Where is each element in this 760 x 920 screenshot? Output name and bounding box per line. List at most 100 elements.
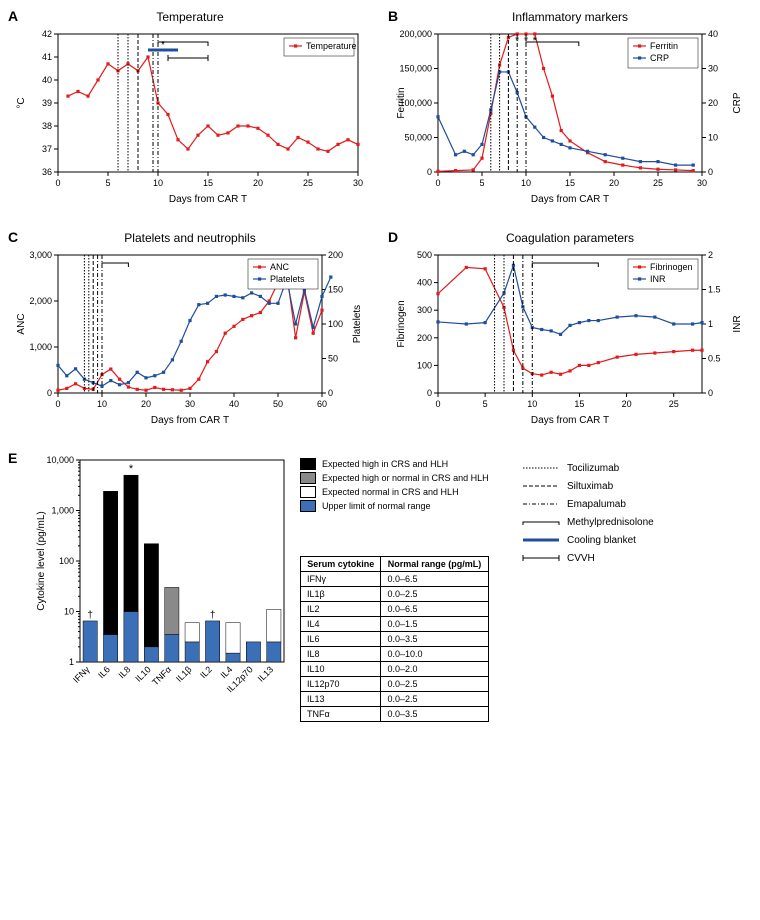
svg-text:0: 0	[55, 178, 60, 188]
panel-c: C Platelets and neutrophils 010203040506…	[10, 231, 370, 432]
svg-text:42: 42	[42, 29, 52, 39]
svg-text:CRP: CRP	[732, 92, 743, 113]
svg-text:Platelets: Platelets	[270, 274, 305, 284]
svg-text:Days from CAR T: Days from CAR T	[531, 194, 609, 205]
svg-text:Emapalumab: Emapalumab	[567, 499, 626, 510]
svg-text:*: *	[161, 40, 165, 51]
svg-text:10: 10	[527, 399, 537, 409]
panel-b-label: B	[388, 8, 398, 24]
legend-item: Upper limit of normal range	[300, 500, 489, 512]
svg-text:15: 15	[203, 178, 213, 188]
svg-text:Days from CAR T: Days from CAR T	[531, 415, 609, 426]
svg-text:Tocilizumab: Tocilizumab	[567, 463, 620, 474]
svg-text:Siltuximab: Siltuximab	[567, 481, 614, 492]
svg-text:0: 0	[708, 167, 713, 177]
svg-text:200,000: 200,000	[399, 29, 432, 39]
svg-text:IL13: IL13	[256, 664, 275, 683]
panel-e-legend: Expected high in CRS and HLH Expected hig…	[300, 458, 489, 514]
svg-text:200: 200	[328, 250, 343, 260]
row-3: E 1101001,00010,000Cytokine level (pg/mL…	[10, 452, 750, 722]
svg-text:10,000: 10,000	[46, 455, 74, 465]
table-row: TNFα0.0–3.5	[301, 707, 489, 722]
svg-text:Methylprednisolone: Methylprednisolone	[567, 517, 654, 528]
svg-text:2: 2	[708, 250, 713, 260]
svg-text:10: 10	[708, 133, 718, 143]
svg-text:37: 37	[42, 144, 52, 154]
svg-text:†: †	[210, 610, 216, 621]
table-row: IL100.0–2.0	[301, 662, 489, 677]
svg-text:25: 25	[653, 178, 663, 188]
svg-text:Ferritin: Ferritin	[396, 87, 407, 118]
svg-text:10: 10	[97, 399, 107, 409]
svg-text:10: 10	[153, 178, 163, 188]
svg-text:20: 20	[609, 178, 619, 188]
svg-text:1: 1	[69, 657, 74, 667]
legend-item: Expected high or normal in CRS and HLH	[300, 472, 489, 484]
svg-text:5: 5	[479, 178, 484, 188]
svg-text:300: 300	[417, 305, 432, 315]
svg-text:IL6: IL6	[96, 664, 112, 680]
svg-text:0: 0	[708, 388, 713, 398]
panel-e-chart: 1101001,00010,000Cytokine level (pg/mL)I…	[30, 452, 290, 712]
svg-text:10: 10	[64, 607, 74, 617]
svg-text:INR: INR	[732, 315, 743, 332]
svg-text:Days from CAR T: Days from CAR T	[169, 194, 247, 205]
svg-text:IFNγ: IFNγ	[71, 664, 92, 685]
legend-item: Expected normal in CRS and HLH	[300, 486, 489, 498]
svg-text:ANC: ANC	[16, 313, 27, 334]
panel-d-chart: 0510152025Days from CAR T010020030040050…	[390, 249, 750, 429]
svg-text:40: 40	[229, 399, 239, 409]
svg-text:†: †	[87, 610, 93, 621]
svg-text:0: 0	[427, 388, 432, 398]
row-2: C Platelets and neutrophils 010203040506…	[10, 231, 750, 432]
svg-text:TNFα: TNFα	[150, 664, 173, 687]
svg-text:38: 38	[42, 121, 52, 131]
legend-item: Expected high in CRS and HLH	[300, 458, 489, 470]
svg-text:25: 25	[669, 399, 679, 409]
svg-text:50: 50	[273, 399, 283, 409]
svg-text:200: 200	[417, 333, 432, 343]
table-row: IL80.0–10.0	[301, 647, 489, 662]
svg-text:100: 100	[59, 556, 74, 566]
panel-a: A Temperature 051015202530Days from CAR …	[10, 10, 370, 211]
svg-text:15: 15	[574, 399, 584, 409]
svg-text:20: 20	[141, 399, 151, 409]
svg-text:41: 41	[42, 52, 52, 62]
svg-text:150: 150	[328, 285, 343, 295]
panel-d: D Coagulation parameters 0510152025Days …	[390, 231, 750, 432]
svg-text:50: 50	[328, 354, 338, 364]
svg-text:Ferritin: Ferritin	[650, 41, 678, 51]
svg-text:150,000: 150,000	[399, 64, 432, 74]
row-1: A Temperature 051015202530Days from CAR …	[10, 10, 750, 211]
table-row: IFNγ0.0–6.5	[301, 572, 489, 587]
panel-c-chart: 0102030405060Days from CAR T01,0002,0003…	[10, 249, 370, 429]
svg-text:CRP: CRP	[650, 53, 669, 63]
svg-text:30: 30	[353, 178, 363, 188]
panel-e: E 1101001,00010,000Cytokine level (pg/mL…	[10, 452, 750, 722]
cytokine-table: Serum cytokineNormal range (pg/mL)IFNγ0.…	[300, 556, 489, 722]
svg-text:*: *	[533, 35, 538, 47]
svg-text:INR: INR	[650, 274, 666, 284]
svg-text:Platelets: Platelets	[352, 305, 363, 343]
svg-text:0: 0	[427, 167, 432, 177]
panel-c-label: C	[8, 229, 18, 245]
svg-text:IL2: IL2	[198, 664, 214, 680]
svg-text:Days from CAR T: Days from CAR T	[151, 415, 229, 426]
table-row: IL60.0–3.5	[301, 632, 489, 647]
svg-text:25: 25	[303, 178, 313, 188]
svg-text:0: 0	[435, 399, 440, 409]
svg-text:Fibrinogen: Fibrinogen	[650, 262, 693, 272]
svg-text:0.5: 0.5	[708, 354, 721, 364]
svg-text:30: 30	[697, 178, 707, 188]
table-row: IL130.0–2.5	[301, 692, 489, 707]
panel-e-label: E	[8, 450, 17, 466]
panel-a-label: A	[8, 8, 18, 24]
svg-text:40: 40	[42, 75, 52, 85]
svg-text:50,000: 50,000	[404, 133, 432, 143]
svg-text:500: 500	[417, 250, 432, 260]
svg-text:60: 60	[317, 399, 327, 409]
svg-text:39: 39	[42, 98, 52, 108]
svg-text:1.5: 1.5	[708, 285, 721, 295]
svg-text:IL4: IL4	[218, 664, 234, 680]
svg-text:20: 20	[253, 178, 263, 188]
